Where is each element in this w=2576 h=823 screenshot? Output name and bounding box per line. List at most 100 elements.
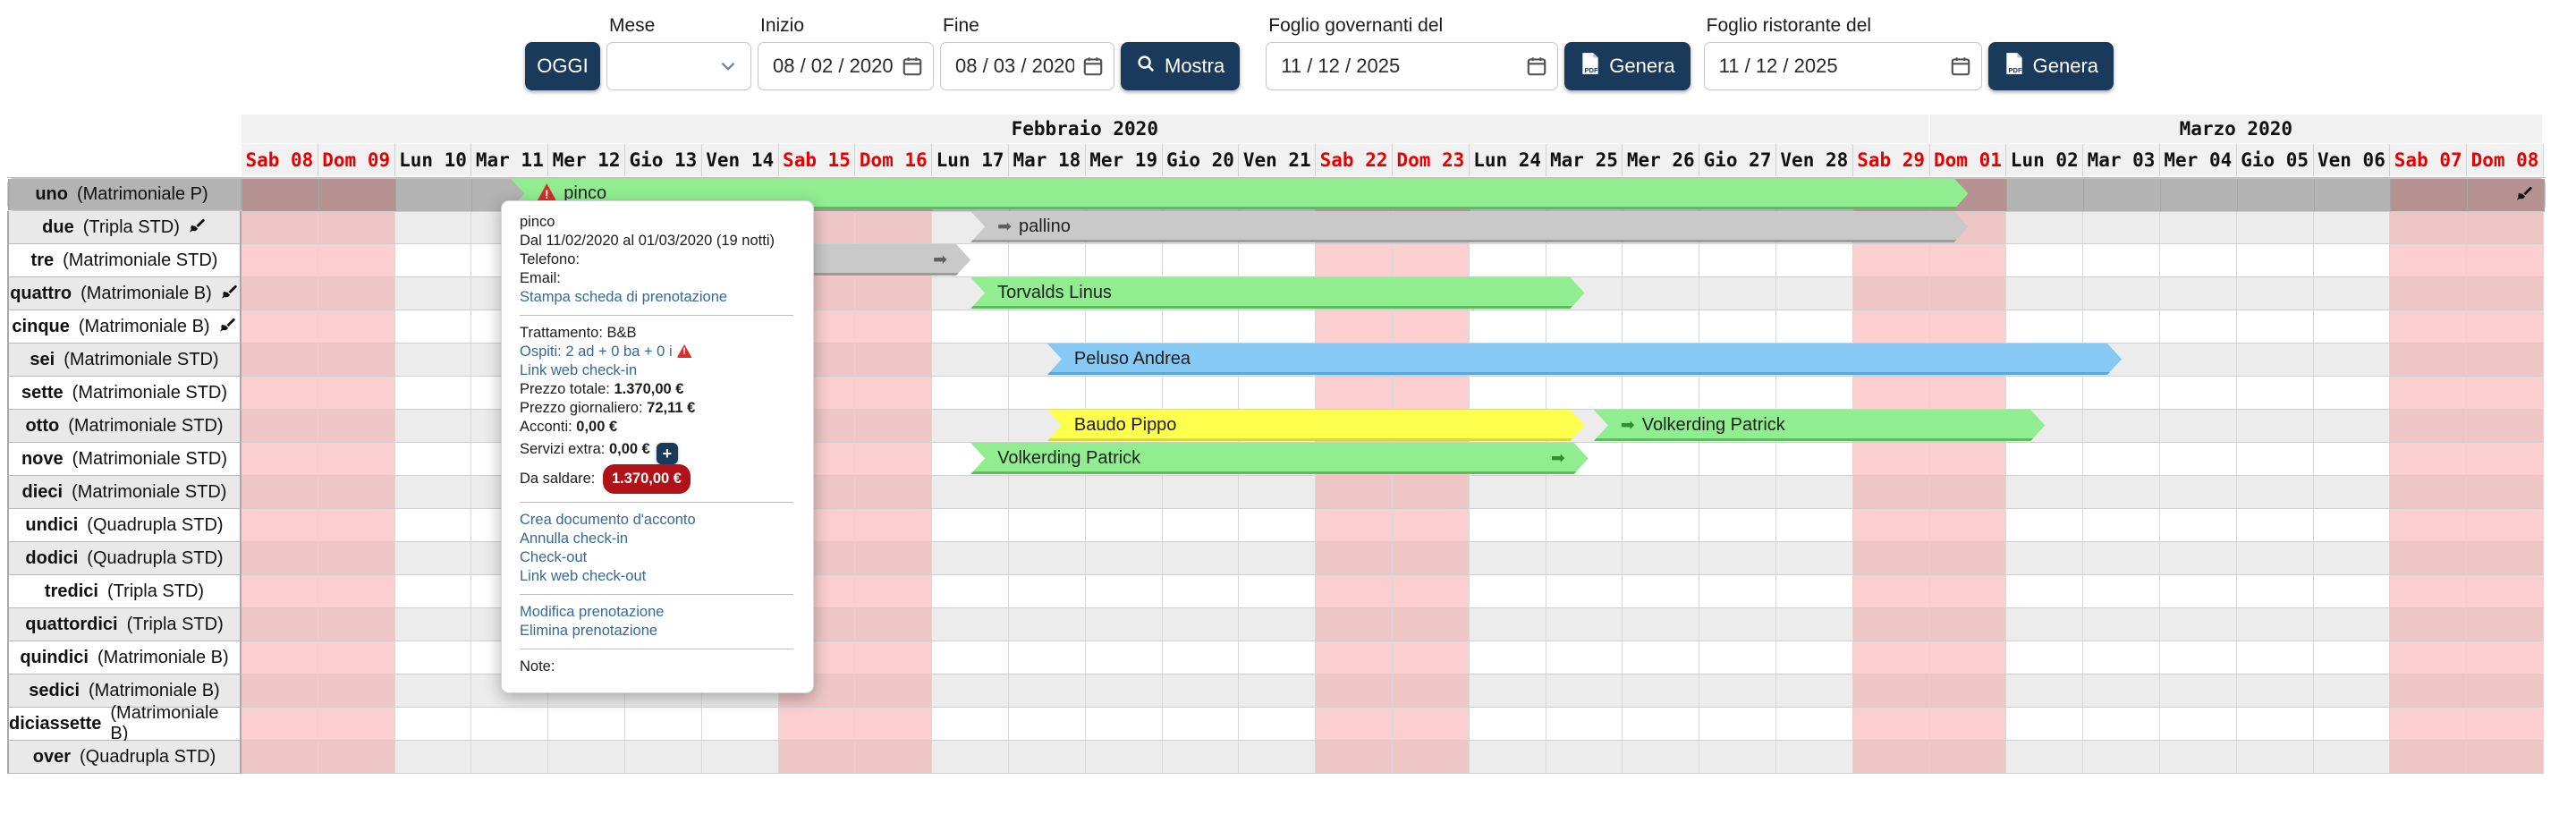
grid-cell[interactable] [2159,277,2237,310]
grid-cell[interactable] [1929,675,2007,708]
grid-cell[interactable] [1775,377,1853,410]
grid-cell[interactable] [2467,443,2544,476]
grid-cell[interactable] [2390,410,2468,443]
grid-cell[interactable] [701,741,779,774]
grid-cell[interactable] [1239,741,1317,774]
grid-cell[interactable] [1008,575,1086,608]
grid-cell[interactable] [932,608,1009,641]
grid-cell[interactable] [1085,476,1163,509]
grid-cell[interactable] [1162,608,1240,641]
grid-cell[interactable] [1162,675,1240,708]
grid-cell[interactable] [2006,211,2084,244]
popup-action-link[interactable]: Stampa scheda di prenotazione [520,289,728,305]
grid-cell[interactable] [2313,277,2391,310]
grid-cell[interactable] [394,708,472,741]
add-extra-service-button[interactable]: + [656,443,678,464]
room-label-quattordici[interactable]: quattordici (Tripla STD) [7,608,242,641]
grid-cell[interactable] [2159,344,2237,377]
reservation-bar[interactable]: Torvalds Linus [970,277,1584,309]
grid-cell[interactable] [1162,708,1240,741]
grid-cell[interactable] [318,608,395,641]
grid-cell[interactable] [1392,575,1470,608]
grid-cell[interactable] [242,277,318,310]
grid-cell[interactable] [932,575,1009,608]
grid-cell[interactable] [1623,443,1700,476]
grid-cell[interactable] [1775,575,1853,608]
grid-cell[interactable] [2313,476,2391,509]
grid-cell[interactable] [1699,675,1776,708]
grid-cell[interactable] [2083,741,2160,774]
restaurant-date-input[interactable] [1704,55,1981,78]
grid-cell[interactable] [1316,641,1393,675]
grid-cell[interactable] [1852,476,1930,509]
grid-cell[interactable] [1929,641,2007,675]
grid-cell[interactable] [394,509,472,542]
grid-cell[interactable] [2390,211,2468,244]
room-label-sette[interactable]: sette (Matrimoniale STD) [7,377,242,410]
room-label-quattro[interactable]: quattro (Matrimoniale B) [7,277,242,310]
today-button[interactable]: OGGI [525,42,600,90]
grid-cell[interactable] [2159,641,2237,675]
grid-cell[interactable] [701,708,779,741]
grid-cell[interactable] [2313,641,2391,675]
grid-cell[interactable] [1699,509,1776,542]
popup-action-link[interactable]: Link web check-in [520,362,638,378]
grid-cell[interactable] [394,575,472,608]
grid-cell[interactable] [1085,542,1163,575]
grid-cell[interactable] [242,608,318,641]
grid-cell[interactable] [2083,476,2160,509]
show-button[interactable]: Mostra [1121,42,1241,90]
grid-cell[interactable] [2236,277,2314,310]
grid-cell[interactable] [394,476,472,509]
grid-cell[interactable] [2159,476,2237,509]
grid-cell[interactable] [2083,410,2160,443]
grid-cell[interactable] [855,608,933,641]
grid-cell[interactable] [2390,277,2468,310]
grid-cell[interactable] [932,377,1009,410]
grid-cell[interactable] [394,443,472,476]
grid-cell[interactable] [1775,608,1853,641]
room-label-quindici[interactable]: quindici (Matrimoniale B) [7,641,242,675]
grid-cell[interactable] [2313,542,2391,575]
popup-action-link[interactable]: Modifica prenotazione [520,604,665,620]
room-label-cinque[interactable]: cinque (Matrimoniale B) [7,310,242,344]
grid-cell[interactable] [242,244,318,277]
grid-cell[interactable] [1239,575,1317,608]
grid-cell[interactable] [1623,377,1700,410]
grid-cell[interactable] [2006,542,2084,575]
grid-cell[interactable] [1929,708,2007,741]
grid-cell[interactable] [2236,476,2314,509]
grid-cell[interactable] [1546,377,1623,410]
grid-cell[interactable] [318,509,395,542]
grid-cell[interactable] [2159,410,2237,443]
grid-cell[interactable] [1929,244,2007,277]
grid-cell[interactable] [1546,476,1623,509]
grid-cell[interactable] [2159,575,2237,608]
room-label-uno[interactable]: uno (Matrimoniale P) [8,179,2532,210]
grid-cell[interactable] [1852,608,1930,641]
grid-cell[interactable] [1392,708,1470,741]
grid-cell[interactable] [1469,542,1546,575]
grid-cell[interactable] [1392,377,1470,410]
grid-cell[interactable] [2467,675,2544,708]
grid-cell[interactable] [932,310,1009,344]
grid-cell[interactable] [2468,179,2545,212]
grid-cell[interactable] [318,575,395,608]
grid-cell[interactable] [855,675,933,708]
grid-cell[interactable] [2159,542,2237,575]
grid-cell[interactable] [2083,443,2160,476]
grid-cell[interactable] [1852,509,1930,542]
grid-cell[interactable] [1469,641,1546,675]
grid-cell[interactable] [1316,476,1393,509]
month-select[interactable] [606,42,751,90]
grid-cell[interactable] [1085,641,1163,675]
grid-cell[interactable] [855,211,933,244]
grid-cell[interactable] [318,542,395,575]
grid-cell[interactable] [2467,377,2544,410]
grid-cell[interactable] [1469,509,1546,542]
grid-cell[interactable] [1623,608,1700,641]
grid-cell[interactable] [2236,575,2314,608]
grid-cell[interactable] [1699,575,1776,608]
grid-cell[interactable] [1469,708,1546,741]
grid-cell[interactable] [1699,608,1776,641]
